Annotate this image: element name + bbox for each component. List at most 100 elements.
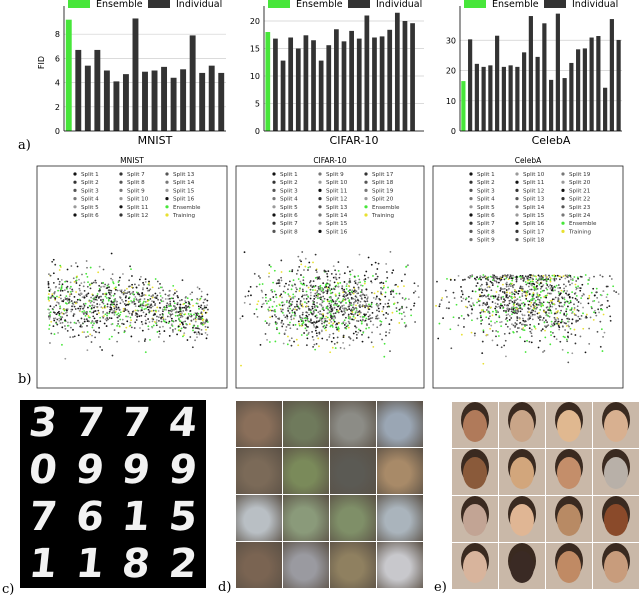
scatter-point bbox=[405, 266, 407, 268]
scatter-point bbox=[190, 313, 192, 316]
scatter-point bbox=[337, 330, 340, 332]
scatter-point bbox=[159, 286, 162, 289]
scatter-point bbox=[467, 276, 470, 279]
individual-bar bbox=[402, 21, 408, 131]
scatter-point bbox=[413, 302, 416, 305]
scatter-point bbox=[143, 298, 146, 300]
scatter-point bbox=[136, 299, 139, 302]
scatter-point bbox=[506, 325, 509, 328]
scatter-point bbox=[593, 294, 596, 297]
scatter-point bbox=[515, 280, 518, 283]
scatter-point bbox=[286, 317, 289, 320]
y-tick-label: 0 bbox=[55, 127, 60, 136]
scatter-point bbox=[300, 304, 303, 307]
scatter-point bbox=[176, 302, 179, 305]
scatter-point bbox=[487, 293, 490, 296]
scatter-point bbox=[389, 290, 392, 293]
scatter-point bbox=[148, 282, 150, 285]
scatter-point bbox=[496, 298, 499, 301]
scatter-point bbox=[143, 293, 146, 296]
scatter-point bbox=[103, 285, 106, 288]
scatter-point bbox=[479, 314, 482, 317]
y-tick-label: 20 bbox=[250, 17, 260, 26]
scatter-point bbox=[287, 309, 290, 312]
scatter-point bbox=[162, 289, 165, 292]
scatter-point bbox=[304, 323, 307, 326]
scatter-point bbox=[328, 300, 331, 303]
scatter-point bbox=[53, 292, 56, 295]
scatter-point bbox=[345, 322, 347, 325]
scatter-point bbox=[344, 298, 347, 300]
scatter-point bbox=[258, 283, 261, 286]
scatter-point bbox=[287, 293, 290, 296]
scatter-point bbox=[532, 297, 535, 300]
scatter-point bbox=[113, 329, 116, 331]
scatter-point bbox=[265, 296, 267, 299]
scatter-point bbox=[322, 313, 324, 315]
scatter-point bbox=[90, 307, 93, 309]
scatter-point bbox=[350, 304, 353, 307]
scatter-point bbox=[300, 324, 303, 327]
scatter-point bbox=[376, 302, 378, 305]
scatter-point bbox=[551, 298, 554, 301]
scatter-point bbox=[393, 303, 395, 305]
scatter-point bbox=[300, 260, 302, 263]
scatter-point bbox=[350, 309, 353, 312]
scatter-point bbox=[350, 290, 353, 293]
scatter-point bbox=[67, 302, 70, 304]
scatter-point bbox=[98, 265, 101, 268]
scatter-point bbox=[147, 325, 150, 328]
scatter-point bbox=[392, 269, 395, 272]
scatter-point bbox=[319, 288, 322, 291]
scatter-point bbox=[264, 293, 267, 296]
scatter-point bbox=[530, 288, 533, 291]
scatter-point bbox=[202, 307, 205, 310]
legend-marker bbox=[165, 213, 169, 217]
point-cloud bbox=[47, 252, 209, 360]
scatter-point bbox=[308, 261, 311, 264]
scatter-point bbox=[271, 309, 273, 312]
scatter-point bbox=[521, 289, 524, 292]
scatter-point bbox=[410, 308, 412, 311]
scatter-point bbox=[391, 271, 394, 274]
scatter-point bbox=[318, 297, 321, 299]
scatter-point bbox=[587, 302, 590, 305]
panel-label-a: a) bbox=[18, 138, 31, 153]
mnist-digit: 7 bbox=[26, 494, 60, 540]
scatter-point bbox=[106, 314, 108, 317]
scatter-point bbox=[380, 286, 382, 289]
scatter-point bbox=[184, 300, 187, 302]
scatter-point bbox=[589, 316, 592, 319]
scatter-point bbox=[526, 300, 529, 302]
scatter-point bbox=[184, 296, 187, 299]
scatter-point bbox=[360, 294, 363, 297]
mnist-digit: 9 bbox=[73, 447, 106, 493]
scatter-point bbox=[335, 326, 338, 329]
scatter-point bbox=[330, 292, 333, 295]
scatter-point bbox=[496, 303, 499, 305]
scatter-point bbox=[601, 308, 604, 311]
scatter-point bbox=[407, 264, 409, 267]
scatter-point bbox=[137, 309, 140, 312]
scatter-point bbox=[398, 312, 401, 315]
scatter-point bbox=[523, 278, 526, 281]
scatter-point bbox=[179, 306, 181, 309]
scatter-point bbox=[588, 297, 591, 299]
scatter-point bbox=[367, 276, 370, 279]
scatter-point bbox=[525, 283, 528, 286]
scatter-point bbox=[530, 301, 533, 304]
scatter-point bbox=[563, 296, 566, 299]
scatter-point bbox=[530, 335, 533, 338]
legend-label: Split 13 bbox=[523, 197, 545, 203]
scatter-point bbox=[463, 326, 465, 328]
scatter-point bbox=[308, 307, 310, 310]
scatter-point bbox=[194, 317, 197, 320]
scatter-point bbox=[537, 294, 540, 297]
scatter-point bbox=[296, 269, 299, 272]
scatter-point bbox=[152, 309, 155, 312]
scatter-point bbox=[53, 311, 55, 314]
scatter-point bbox=[73, 280, 76, 283]
scatter-point bbox=[554, 320, 556, 323]
scatter-point bbox=[150, 304, 152, 307]
scatter-point bbox=[347, 324, 349, 327]
